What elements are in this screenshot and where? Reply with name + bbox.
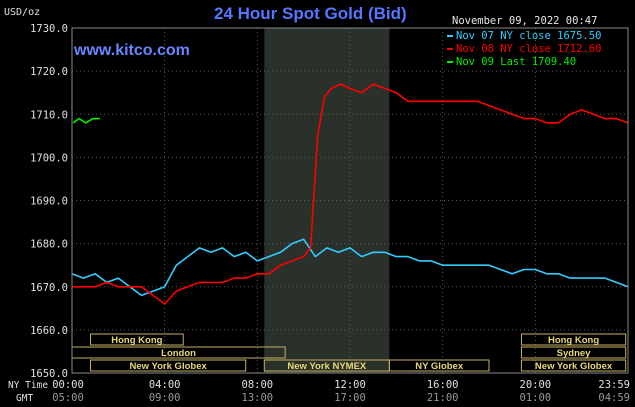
ny-time-tick: 00:00: [52, 379, 84, 391]
gmt-tick: 21:00: [427, 392, 459, 404]
price-series: [71, 83, 629, 305]
ny-time-tick: 20:00: [520, 379, 552, 391]
session-label: Hong Kong: [111, 335, 162, 346]
y-tick-label: 1660.0: [30, 325, 68, 337]
gmt-tick: 05:00: [52, 392, 84, 404]
ny-time-tick: 08:00: [242, 379, 274, 391]
price-line-series-2: [72, 117, 100, 124]
y-tick-label: 1680.0: [30, 239, 68, 251]
gmt-label: GMT: [16, 393, 33, 404]
session-label: NY Globex: [415, 361, 464, 372]
session-box: [520, 333, 627, 346]
gmt-tick: 13:00: [242, 392, 274, 404]
unit-label: USD/oz: [4, 7, 40, 18]
ny-time-tick: 23:59: [598, 379, 630, 391]
nymex-session-shading: [264, 28, 390, 373]
session-label: Hong Kong: [548, 335, 599, 346]
session-box: [388, 359, 490, 372]
ny-time-tick: 04:00: [149, 379, 181, 391]
gmt-tick: 09:00: [149, 392, 181, 404]
chart-timestamp: November 09, 2022 00:47: [452, 15, 597, 27]
y-tick-label: 1700.0: [30, 152, 68, 164]
legend-entry: Nov 07 NY close 1675.50: [456, 30, 601, 42]
y-tick-label: 1690.0: [30, 196, 68, 208]
legend-entry: Nov 08 NY close 1712.60: [456, 43, 601, 55]
y-tick-label: 1730.0: [30, 23, 68, 35]
gmt-tick: 01:00: [520, 392, 552, 404]
legend-entry: Nov 09 Last 1709.40: [456, 56, 576, 68]
ny-time-tick: 16:00: [427, 379, 459, 391]
session-box: [90, 333, 184, 346]
y-tick-label: 1670.0: [30, 282, 68, 294]
y-axis-ticks: 1730.0 1720.0 1710.0 1700.0 1690.0 1680.0 1670…: [30, 23, 68, 380]
gmt-tick: 04:59: [598, 392, 630, 404]
session-box: [520, 359, 627, 372]
plot-frame: [71, 27, 629, 374]
kitco-watermark: www.kitco.com: [73, 42, 190, 59]
ny-time-label: NY Time: [8, 380, 48, 391]
price-line-series-1: [72, 83, 629, 305]
session-label: New York NYMEX: [287, 361, 367, 372]
chart-title: 24 Hour Spot Gold (Bid): [214, 4, 407, 23]
price-line-series-0: [71, 238, 629, 297]
session-box: [520, 346, 627, 359]
ny-time-tick: 12:00: [334, 379, 366, 391]
y-tick-label: 1650.0: [30, 368, 68, 380]
session-label: London: [161, 348, 196, 359]
session-box: [90, 359, 247, 372]
session-label: Sydney: [557, 348, 592, 359]
session-label: New York Globex: [535, 361, 613, 372]
y-tick-label: 1710.0: [30, 109, 68, 121]
gmt-tick: 17:00: [334, 392, 366, 404]
session-label: New York Globex: [130, 361, 208, 372]
y-tick-label: 1720.0: [30, 66, 68, 78]
